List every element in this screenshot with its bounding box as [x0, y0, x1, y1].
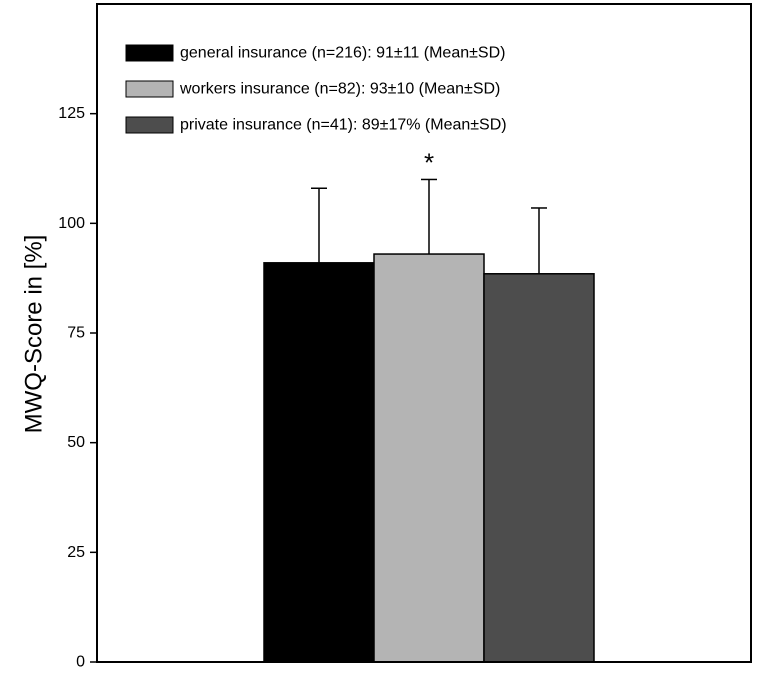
legend: general insurance (n=216): 91±11 (Mean±S…	[125, 44, 507, 134]
y-tick-label: 125	[58, 105, 85, 122]
legend-label: general insurance (n=216): 91±11 (Mean±S…	[180, 45, 505, 62]
bar	[263, 262, 375, 663]
y-tick-label: 50	[67, 434, 85, 451]
bar	[373, 253, 485, 663]
legend-swatch	[125, 44, 174, 62]
legend-swatch	[125, 116, 174, 134]
annotations: *	[424, 147, 434, 177]
bar	[483, 273, 595, 663]
y-tick-label: 0	[76, 654, 85, 671]
y-axis-label: MWQ-Score in [%]	[21, 235, 48, 434]
error-bars	[311, 178, 547, 274]
plot-frame	[96, 3, 752, 663]
legend-swatch	[125, 80, 174, 98]
y-tick-label: 75	[67, 325, 85, 342]
y-tick-label: 25	[67, 544, 85, 561]
legend-label: workers insurance (n=82): 93±10 (Mean±SD…	[179, 81, 500, 98]
significance-marker: *	[424, 147, 434, 177]
y-axis-ticks: 0 25 50 75 100 125	[58, 105, 97, 671]
bars	[263, 253, 595, 663]
y-tick-label: 100	[58, 215, 85, 232]
legend-label: private insurance (n=41): 89±17% (Mean±S…	[180, 117, 507, 134]
